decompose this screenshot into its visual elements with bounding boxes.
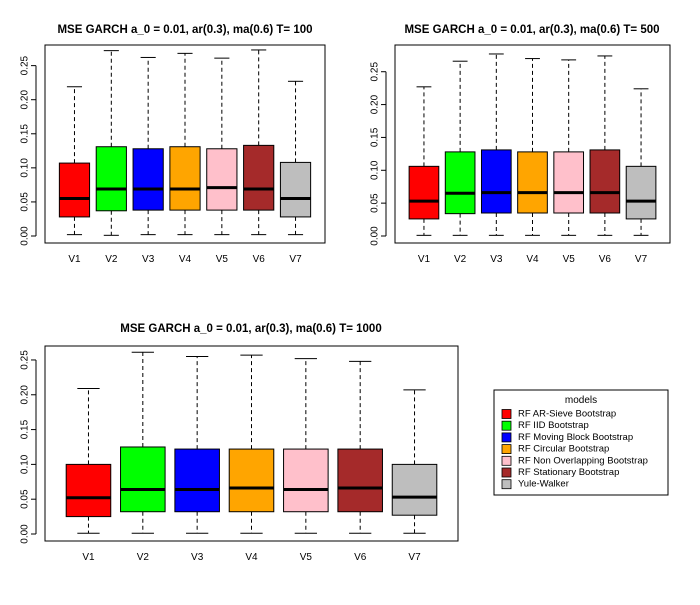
y-tick-label: 0.00 bbox=[20, 226, 31, 246]
panel-t500: MSE GARCH a_0 = 0.01, ar(0.3), ma(0.6) T… bbox=[370, 24, 671, 265]
legend-label: RF Stationary Bootstrap bbox=[518, 467, 619, 478]
x-tick-label: V4 bbox=[245, 552, 258, 563]
x-tick-label: V6 bbox=[599, 254, 612, 265]
x-tick-label: V2 bbox=[454, 254, 467, 265]
x-tick-label: V3 bbox=[142, 254, 155, 265]
y-tick-label: 0.15 bbox=[20, 419, 31, 439]
x-tick-label: V5 bbox=[216, 254, 229, 265]
legend-swatch bbox=[501, 420, 512, 431]
box-v1 bbox=[58, 162, 91, 218]
legend-swatch bbox=[501, 409, 512, 419]
box-v6 bbox=[243, 144, 275, 211]
y-tick-label: 0.15 bbox=[20, 124, 31, 144]
box-v1 bbox=[65, 463, 112, 518]
y-tick-label: 0.05 bbox=[20, 489, 31, 509]
y-tick-label: 0.25 bbox=[20, 55, 31, 75]
box-v2 bbox=[95, 146, 127, 212]
x-tick-label: V5 bbox=[563, 254, 576, 265]
x-tick-label: V4 bbox=[526, 254, 539, 265]
legend-label: RF Moving Block Bootstrap bbox=[518, 432, 633, 443]
y-tick-label: 0.00 bbox=[20, 524, 31, 544]
x-tick-label: V4 bbox=[179, 254, 192, 265]
x-tick-label: V5 bbox=[300, 552, 313, 563]
legend-swatch bbox=[501, 444, 512, 455]
x-tick-label: V1 bbox=[418, 254, 431, 265]
y-tick-label: 0.25 bbox=[20, 350, 31, 370]
y-tick-label: 0.20 bbox=[20, 385, 31, 405]
box-v4 bbox=[169, 146, 201, 211]
legend-swatch bbox=[501, 479, 512, 490]
y-tick-label: 0.05 bbox=[20, 192, 31, 212]
box-v1 bbox=[408, 165, 440, 220]
x-tick-label: V2 bbox=[105, 254, 118, 265]
box-v6 bbox=[589, 149, 621, 214]
chart-title: MSE GARCH a_0 = 0.01, ar(0.3), ma(0.6) T… bbox=[120, 323, 381, 335]
box-v4 bbox=[517, 151, 548, 214]
chart-title: MSE GARCH a_0 = 0.01, ar(0.3), ma(0.6) T… bbox=[404, 24, 659, 36]
x-tick-label: V7 bbox=[635, 254, 648, 265]
box-v5 bbox=[553, 151, 585, 214]
y-tick-label: 0.05 bbox=[370, 193, 381, 213]
plot-frame bbox=[44, 345, 459, 542]
legend-title: models bbox=[565, 395, 597, 406]
legend-swatch bbox=[501, 455, 512, 466]
plot-frame bbox=[44, 44, 326, 244]
x-tick-label: V6 bbox=[354, 552, 367, 563]
y-tick-label: 0.00 bbox=[370, 226, 381, 246]
x-tick-label: V3 bbox=[490, 254, 503, 265]
box-v3 bbox=[132, 148, 164, 211]
plot-frame bbox=[394, 44, 671, 244]
legend-label: RF Non Overlapping Bootstrap bbox=[518, 455, 648, 466]
y-tick-label: 0.20 bbox=[370, 94, 381, 114]
box-v5 bbox=[283, 448, 329, 513]
chart-title: MSE GARCH a_0 = 0.01, ar(0.3), ma(0.6) T… bbox=[57, 24, 312, 36]
y-tick-label: 0.10 bbox=[20, 158, 31, 178]
legend-label: RF IID Bootstrap bbox=[518, 420, 589, 431]
y-tick-label: 0.10 bbox=[20, 454, 31, 474]
x-tick-label: V2 bbox=[137, 552, 150, 563]
box-v3 bbox=[480, 149, 512, 214]
legend-frame bbox=[493, 389, 669, 496]
box-v3 bbox=[174, 448, 220, 513]
panel-t100: MSE GARCH a_0 = 0.01, ar(0.3), ma(0.6) T… bbox=[20, 24, 326, 265]
legend-label: RF Circular Bootstrap bbox=[518, 444, 609, 455]
legend-label: Yule-Walker bbox=[518, 479, 569, 490]
x-tick-label: V3 bbox=[191, 552, 204, 563]
box-v6 bbox=[337, 448, 383, 513]
legend-label: RF AR-Sieve Bootstrap bbox=[518, 409, 616, 420]
y-tick-label: 0.10 bbox=[370, 160, 381, 180]
box-v7 bbox=[391, 463, 438, 516]
x-tick-label: V7 bbox=[289, 254, 302, 265]
box-v7 bbox=[625, 165, 657, 220]
box-v7 bbox=[279, 161, 312, 218]
y-tick-label: 0.25 bbox=[370, 62, 381, 82]
x-tick-label: V6 bbox=[253, 254, 266, 265]
box-v4 bbox=[228, 448, 275, 513]
legend-swatch bbox=[501, 432, 512, 443]
x-tick-label: V1 bbox=[68, 254, 81, 265]
y-tick-label: 0.20 bbox=[20, 90, 31, 110]
box-v5 bbox=[206, 148, 238, 211]
x-tick-label: V1 bbox=[82, 552, 95, 563]
legend-swatch bbox=[501, 467, 512, 478]
x-tick-label: V7 bbox=[408, 552, 421, 563]
y-tick-label: 0.15 bbox=[370, 127, 381, 147]
box-v2 bbox=[120, 446, 166, 513]
panel-t1000: MSE GARCH a_0 = 0.01, ar(0.3), ma(0.6) T… bbox=[20, 323, 459, 563]
box-v2 bbox=[444, 151, 476, 215]
